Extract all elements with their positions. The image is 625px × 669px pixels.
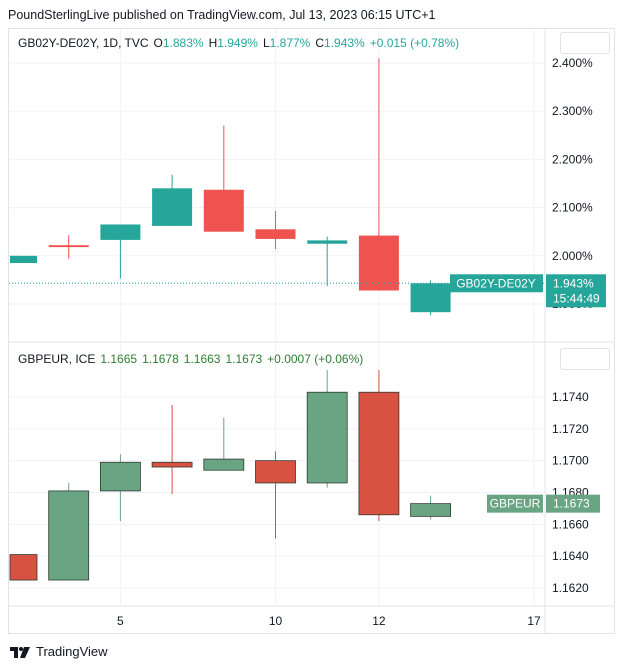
top-y-tick-label: 2.100% [552,201,593,215]
top-last-price-label: 1.943% [553,276,594,290]
top-y-tick-label: 2.400% [552,56,593,70]
top-legend-open: 1.883% [162,36,204,50]
footer: TradingView [10,644,108,659]
top-y-tick-label: 2.200% [552,152,593,166]
top-candle-body [48,245,89,248]
top-pane-scale-button[interactable] [560,32,610,54]
bottom-candle [255,451,296,539]
bottom-candle-body [410,503,452,517]
bottom-candle [203,417,245,471]
bottom-candle-body [255,460,296,484]
bottom-candle-body [48,490,90,581]
top-legend-high: 1.949% [217,36,258,50]
x-tick-label: 10 [269,614,283,628]
top-candle-body [10,255,37,264]
top-y-tick-label: 2.300% [552,104,593,118]
bottom-legend-symbol: GBPEUR, ICE [18,352,96,366]
bottom-candle [306,369,348,488]
bottom-candle [410,495,452,520]
top-candle [48,235,89,259]
top-y-tick-label: 2.000% [552,249,593,263]
top-legend-close-label: C [315,36,325,50]
top-series-tag-label: GB02Y-DE02Y [456,276,536,290]
bottom-y-tick-label: 1.1660 [552,517,589,531]
bottom-y-tick-label: 1.1740 [552,390,589,404]
bottom-candle-body [203,458,245,471]
x-tick-label: 12 [372,614,386,628]
top-legend-open-label: O [153,36,163,50]
publish-header: PoundSterlingLive published on TradingVi… [8,8,436,22]
top-legend-low-label: L [262,36,270,50]
chart-frame [8,28,615,634]
top-legend-high-label: H [208,36,218,50]
bottom-series-tag [487,494,543,513]
bottom-candle-body [306,391,348,484]
top-candle [10,255,37,264]
bottom-candle-body [9,554,38,581]
top-last-price-tag [546,274,606,308]
bottom-last-price-label: 1.1673 [553,497,590,511]
top-legend-symbol: GB02Y-DE02Y, 1D, TVC [18,36,149,50]
bottom-pane-scale-button[interactable] [560,348,610,370]
bottom-candle [100,454,141,522]
top-candle-body [307,240,348,244]
top-countdown-label: 15:44:49 [553,291,600,305]
bottom-legend: GBPEUR, ICE 1.1665 1.1678 1.1663 1.1673 … [18,352,363,366]
bottom-candle [151,404,193,495]
bottom-series-tag-label: GBPEUR [490,497,541,511]
bottom-y-tick-label: 1.1700 [552,454,589,468]
top-series-tag [450,274,543,293]
bottom-candle [9,554,38,581]
bottom-y-tick-label: 1.1620 [552,581,589,595]
bottom-legend-low: 1.1663 [183,352,221,366]
bottom-legend-high: 1.1678 [142,352,179,366]
bottom-legend-change: +0.0007 (+0.06%) [267,352,364,366]
top-candle-body [203,189,244,232]
top-candle-body [100,224,141,240]
top-candle [203,125,244,232]
top-legend-close: 1.943% [324,36,365,50]
top-candle [100,224,141,279]
top-candle [358,58,399,291]
bottom-candle-body [100,461,141,492]
top-pane: 2.400%2.300%2.200%2.100%2.000%1.900%GB02… [9,29,606,341]
top-candle [152,174,193,226]
bottom-y-tick-label: 1.1640 [552,549,589,563]
bottom-pane: 1.17401.17201.17001.16801.16601.16401.16… [9,343,600,605]
top-candle [307,236,348,287]
bottom-candle [48,482,90,581]
top-candle-body [255,229,296,239]
top-candle [410,280,451,316]
top-candle-body [358,235,399,291]
bottom-y-tick-label: 1.1720 [552,422,589,436]
bottom-candle [358,369,400,522]
bottom-legend-open: 1.1665 [100,352,138,366]
footer-brand: TradingView [36,644,108,659]
top-candle-body [152,188,193,226]
bottom-candle-body [151,461,193,468]
x-tick-label: 5 [117,614,124,628]
bottom-legend-close: 1.1673 [225,352,263,366]
top-candle-body [410,283,451,313]
x-tick-label: 17 [527,614,541,628]
bottom-last-price-tag [546,494,600,513]
top-legend: GB02Y-DE02Y, 1D, TVC O1.883% H1.949% L1.… [18,36,459,50]
top-candle [255,210,296,250]
top-legend-change: +0.015 (+0.78%) [369,36,460,50]
bottom-candle-body [358,391,400,516]
top-legend-low: 1.877% [269,36,311,50]
tradingview-logo-icon [10,646,30,658]
